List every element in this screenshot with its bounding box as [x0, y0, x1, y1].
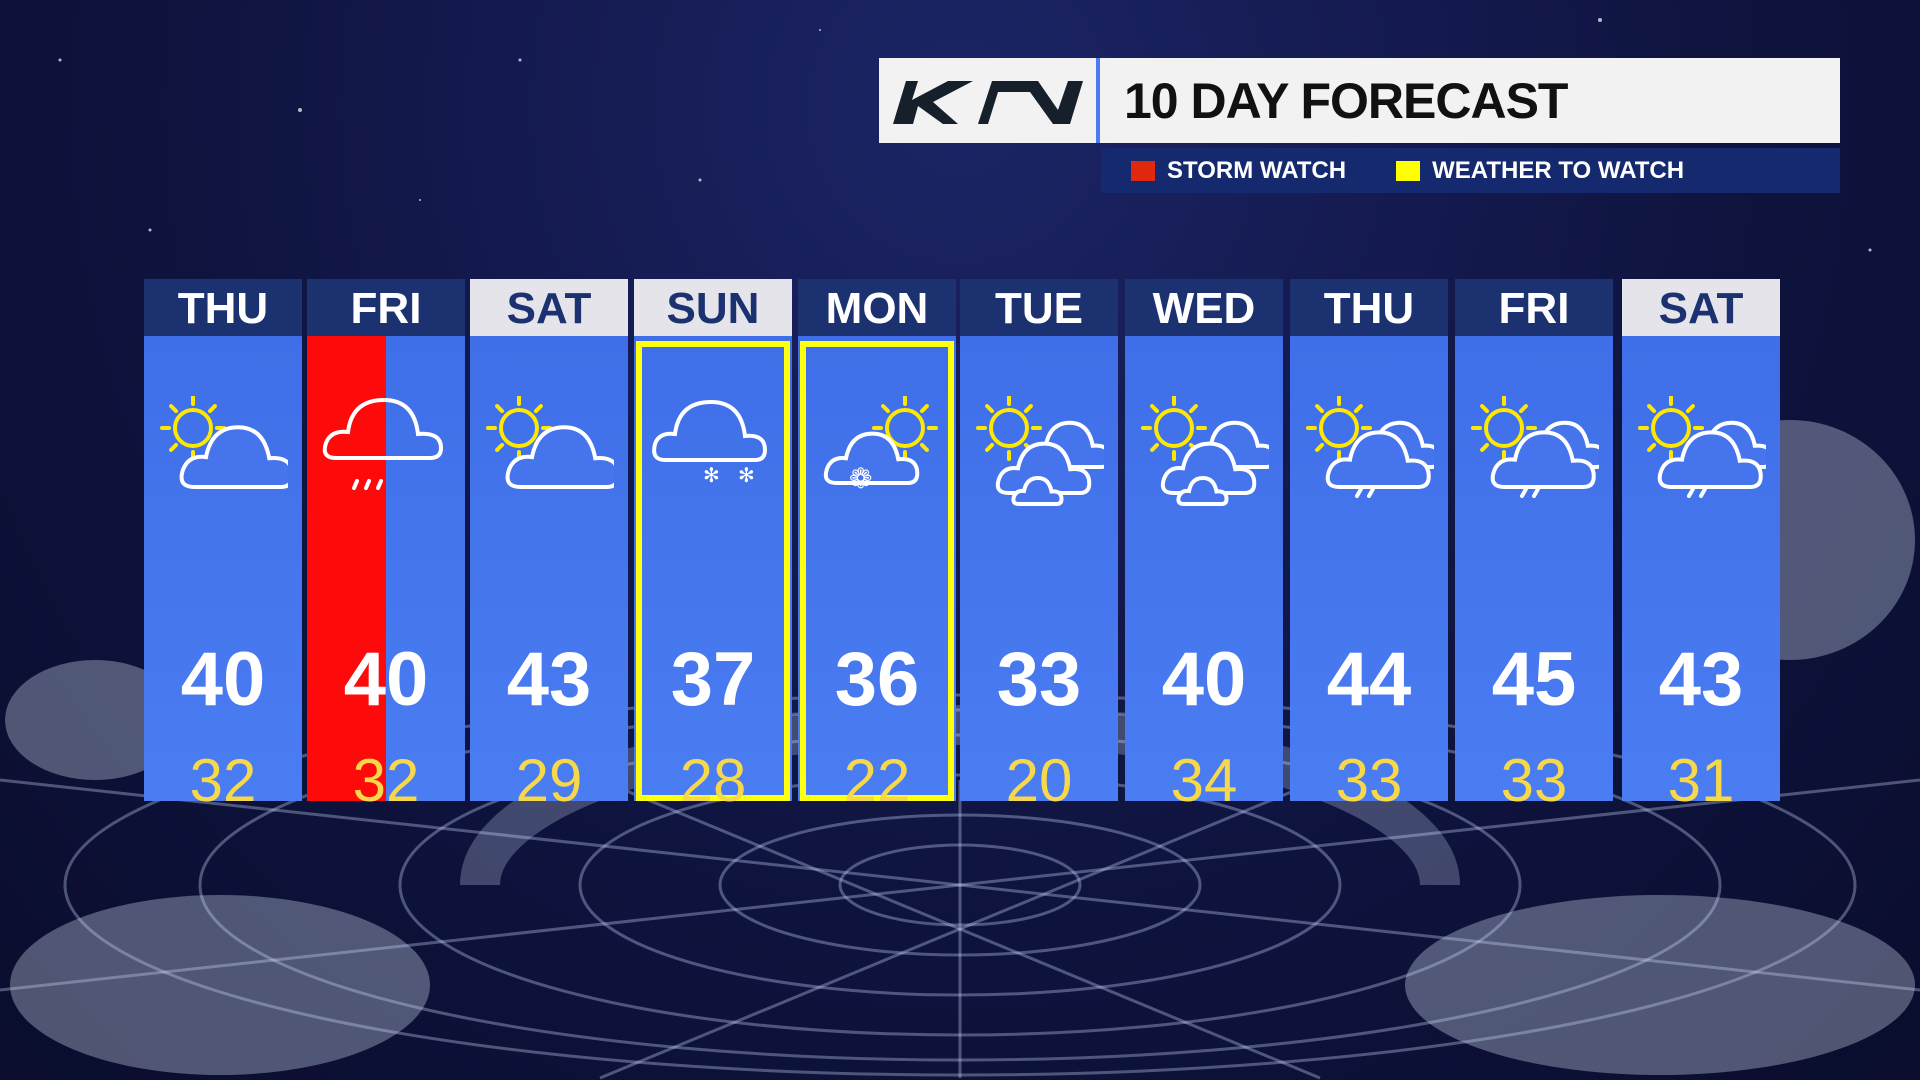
high-temp: 33: [996, 637, 1082, 722]
partly-cloudy-icon: [484, 395, 621, 506]
title-banner: 10 DAY FORECAST: [879, 58, 1840, 143]
day-label: WED: [1125, 279, 1283, 336]
day-label: THU: [144, 279, 302, 336]
day-panel: 44 33: [1290, 336, 1448, 814]
day-panel: ❁ 36 22: [798, 336, 956, 814]
legend-label: STORM WATCH: [1167, 156, 1347, 184]
day-panel: 43 29: [470, 336, 628, 814]
low-temp: 33: [1500, 747, 1568, 814]
day-column: FRI 45 33: [1455, 279, 1613, 814]
day-column: SAT 43 31: [1622, 279, 1780, 814]
snow-cloud-icon: ✻ ✻: [648, 396, 778, 506]
high-temp: 43: [1658, 637, 1744, 722]
day-label: SUN: [634, 279, 792, 336]
day-panel: 33 20: [960, 336, 1118, 814]
page-title: 10 DAY FORECAST: [1124, 72, 1568, 129]
low-temp: 31: [1667, 747, 1735, 814]
day-label: SAT: [1622, 279, 1780, 336]
sun-cloud-drizzle-icon: [1469, 395, 1607, 506]
high-temp: 45: [1491, 637, 1577, 722]
legend-swatch: [1396, 160, 1421, 181]
high-temp: 43: [506, 637, 592, 722]
weather-to-watch-outline: [800, 341, 954, 801]
day-column: FRI 40 32: [307, 279, 465, 814]
day-column: THU 40 32: [144, 279, 302, 814]
legend-label: WEATHER TO WATCH: [1432, 156, 1685, 184]
high-temp: 44: [1326, 637, 1412, 722]
day-column: WED 40 34: [1125, 279, 1283, 814]
svg-text:✻: ✻: [703, 465, 720, 487]
svg-text:✻: ✻: [738, 465, 755, 487]
low-temp: 22: [843, 747, 911, 814]
low-temp: 32: [352, 747, 420, 814]
legend: STORM WATCH WEATHER TO WATCH: [1101, 148, 1840, 193]
day-label: THU: [1290, 279, 1448, 336]
rain-cloud-icon: [321, 396, 451, 506]
day-column: SAT 43 29: [470, 279, 628, 814]
sun-snow-cloud-icon: ❁: [812, 395, 942, 506]
day-panel: 43 31: [1622, 336, 1780, 814]
low-temp: 20: [1005, 747, 1073, 814]
high-temp: 37: [670, 637, 756, 722]
low-temp: 33: [1335, 747, 1403, 814]
svg-text:❁: ❁: [849, 463, 872, 494]
high-temp: 36: [834, 637, 920, 722]
sun-clouds-icon: [974, 395, 1112, 506]
high-temp: 40: [180, 637, 266, 722]
storm-watch-marker: [307, 336, 386, 801]
partly-cloudy-icon: [158, 395, 295, 506]
low-temp: 28: [679, 747, 747, 814]
day-column: MON ❁ 36 22: [798, 279, 956, 814]
day-panel: ✻ ✻ 37 28: [634, 336, 792, 814]
day-label: SAT: [470, 279, 628, 336]
weather-to-watch-outline: [636, 341, 790, 801]
legend-weather-to-watch: WEATHER TO WATCH: [1396, 157, 1684, 185]
day-column: TUE 33 20: [960, 279, 1118, 814]
day-label: FRI: [1455, 279, 1613, 336]
day-panel: 40 34: [1125, 336, 1283, 814]
sun-cloud-drizzle-icon: [1636, 395, 1774, 506]
day-label: MON: [798, 279, 956, 336]
day-label: FRI: [307, 279, 465, 336]
low-temp: 29: [515, 747, 583, 814]
day-panel: 45 33: [1455, 336, 1613, 814]
day-label: TUE: [960, 279, 1118, 336]
day-column: THU 44 33: [1290, 279, 1448, 814]
sun-cloud-drizzle-icon: [1304, 395, 1442, 506]
day-column: SUN ✻ ✻ 37 28: [634, 279, 792, 814]
low-temp: 34: [1170, 747, 1238, 814]
low-temp: 32: [189, 747, 257, 814]
day-panel: 40 32: [307, 336, 465, 814]
day-panel: 40 32: [144, 336, 302, 814]
high-temp: 40: [1161, 637, 1247, 722]
legend-storm-watch: STORM WATCH: [1131, 157, 1346, 185]
high-temp: 40: [343, 637, 429, 722]
kia-logo: [879, 58, 1100, 143]
legend-swatch: [1131, 160, 1155, 181]
sun-clouds-icon: [1139, 395, 1277, 506]
